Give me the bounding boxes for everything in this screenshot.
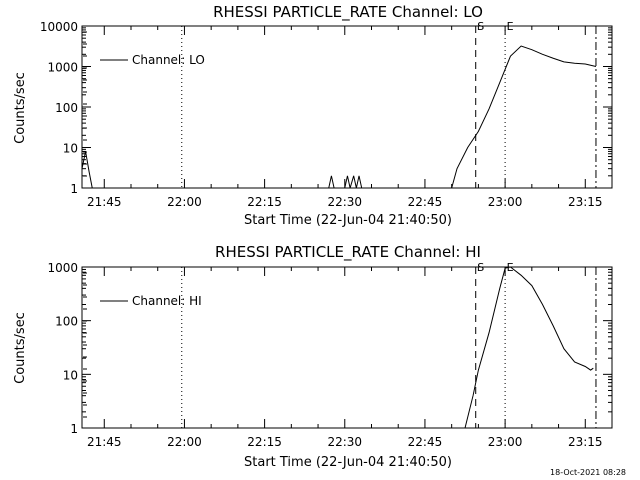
x-tick-label: 21:45	[87, 195, 122, 209]
legend-entry: Channel: HI	[132, 294, 202, 308]
x-tick-label: 22:00	[167, 435, 202, 449]
footer-timestamp: 18-Oct-2021 08:28	[550, 468, 626, 477]
x-tick-label: 22:15	[247, 195, 282, 209]
panel-hi: 1 10 100 1000 21:45 22:00 22:15 22:30 22:45 23:00…	[47, 261, 613, 449]
chart-title-lo: RHESSI PARTICLE_RATE Channel: LO	[213, 3, 483, 22]
plot-frame	[81, 266, 613, 429]
x-tick-label: 23:15	[568, 435, 603, 449]
x-tick-label: 22:00	[167, 195, 202, 209]
panel-lo: 1 10 100 1000 10000 21:45 22:00 22:15 22:30 22:45…	[40, 20, 613, 209]
legend-entry: Channel: LO	[132, 53, 205, 67]
y-tick-label: 10	[63, 368, 78, 382]
y-tick-label: 1000	[47, 261, 78, 275]
series-line	[464, 266, 594, 429]
x-tick-label: 21:45	[87, 435, 122, 449]
marker-label-s: S	[477, 20, 484, 33]
x-tick-label: 22:45	[408, 435, 443, 449]
chart-title-hi: RHESSI PARTICLE_RATE Channel: HI	[215, 243, 481, 262]
series-line	[451, 45, 597, 189]
y-tick-label: 10000	[40, 20, 78, 34]
y-axis-label-hi: Counts/sec	[13, 312, 28, 384]
y-tick-label: 10	[63, 142, 78, 156]
x-tick-label: 22:30	[327, 435, 362, 449]
series-line	[328, 175, 363, 189]
y-tick-label: 100	[55, 101, 78, 115]
x-axis-label-lo: Start Time (22-Jun-04 21:40:50)	[244, 213, 452, 228]
y-tick-label: 100	[55, 315, 78, 329]
x-tick-label: 23:15	[568, 195, 603, 209]
x-tick-label: 22:30	[327, 195, 362, 209]
y-tick-label: 1	[70, 422, 78, 436]
y-axis-label-lo: Counts/sec	[13, 72, 28, 144]
y-tick-label: 1000	[47, 61, 78, 75]
marker-label-s: S	[477, 261, 484, 274]
marker-label-e: E	[507, 20, 514, 33]
x-tick-label: 22:15	[247, 435, 282, 449]
x-axis-label-hi: Start Time (22-Jun-04 21:40:50)	[244, 455, 452, 470]
x-tick-label: 23:00	[488, 195, 523, 209]
x-tick-label: 22:45	[408, 195, 443, 209]
series-line	[81, 151, 93, 189]
x-tick-label: 23:00	[488, 435, 523, 449]
y-tick-label: 1	[70, 182, 78, 196]
